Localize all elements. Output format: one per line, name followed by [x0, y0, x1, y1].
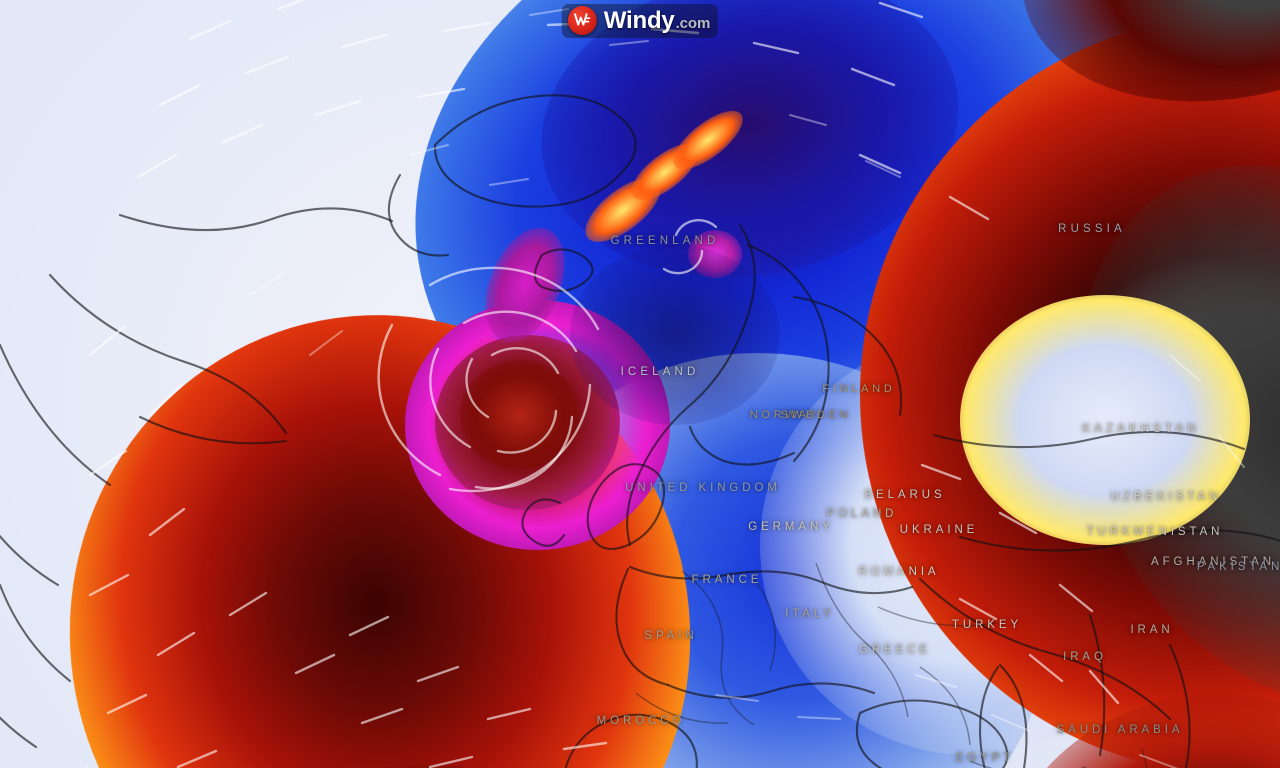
windy-logo-icon — [567, 6, 597, 35]
brand-name: Windy — [603, 6, 675, 34]
brand-suffix: .com — [675, 14, 711, 32]
windy-logo[interactable]: Windy .com — [561, 4, 719, 38]
windy-logo-text: Windy .com — [603, 6, 711, 34]
